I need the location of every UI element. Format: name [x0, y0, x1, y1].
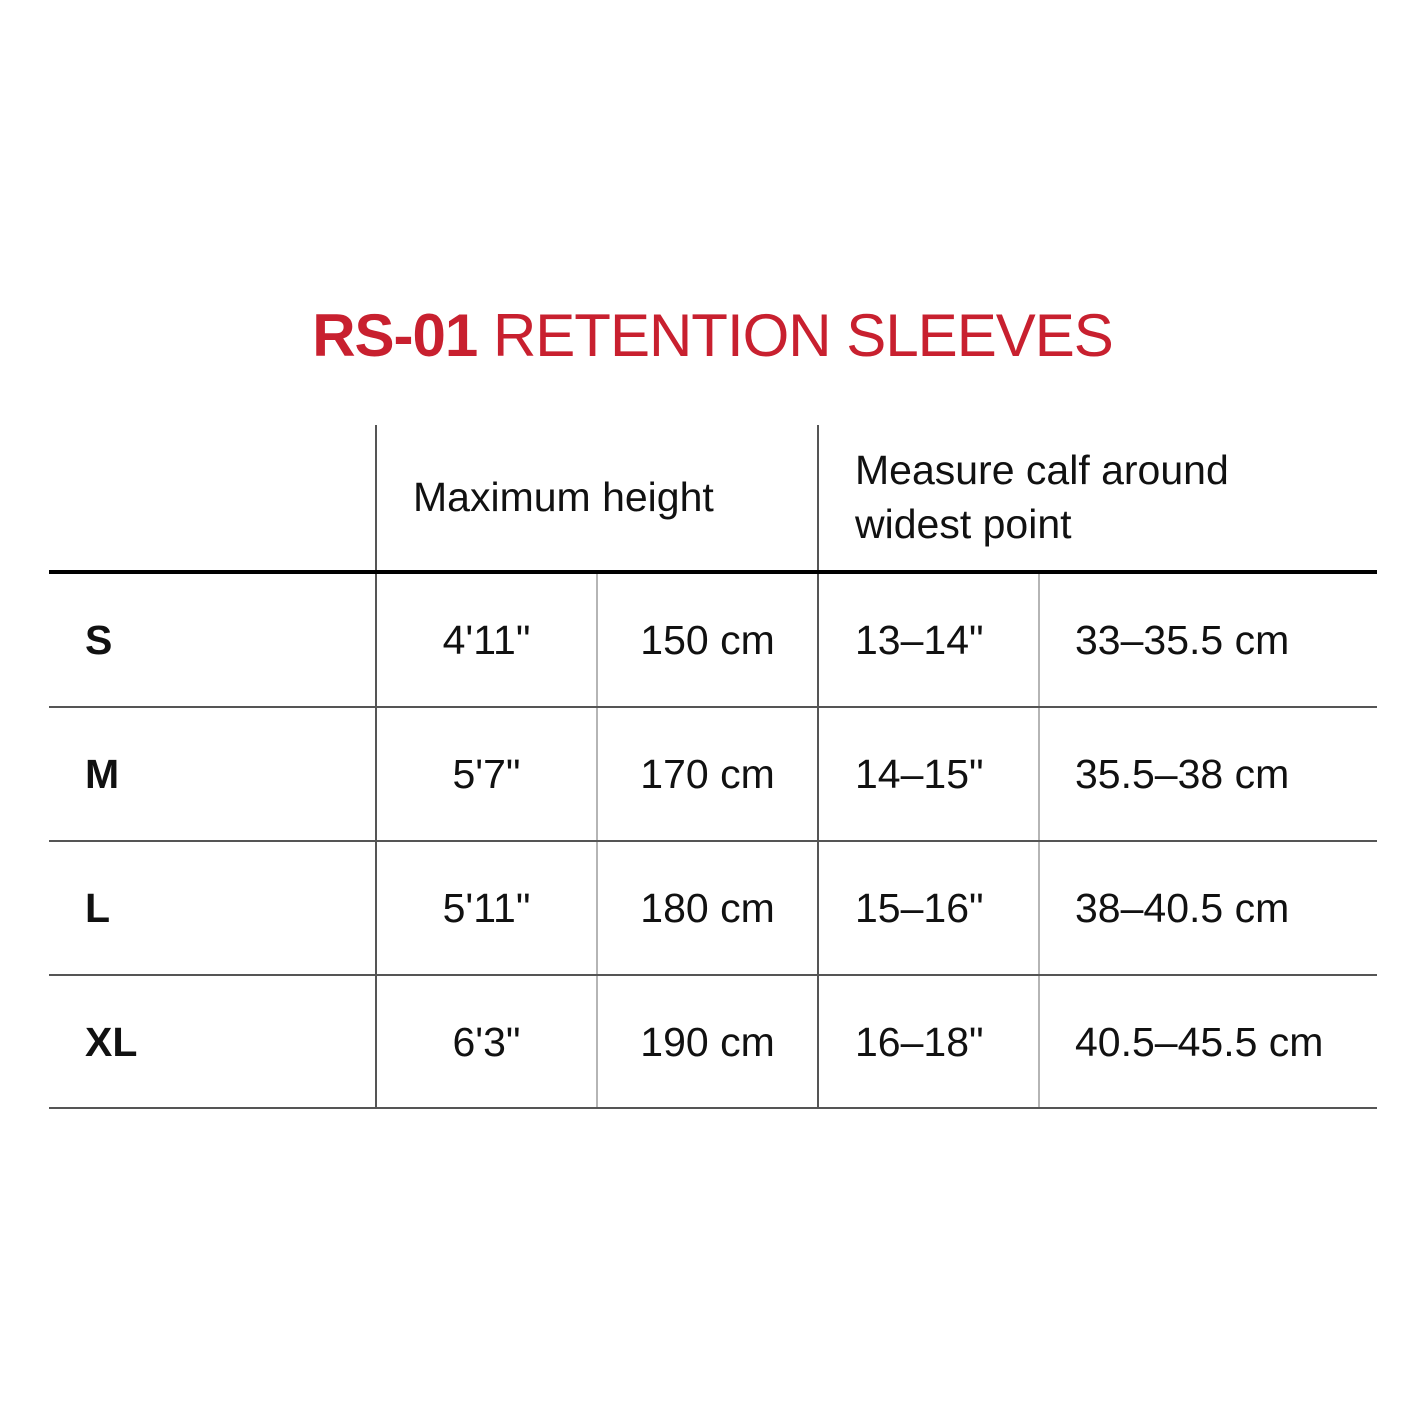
height-in: 5'11": [442, 885, 531, 931]
row-divider: [49, 840, 1377, 842]
header-calf-line2: widest point: [855, 501, 1072, 547]
product-name: RETENTION SLEEVES: [492, 302, 1114, 369]
height-in: 5'7": [452, 751, 521, 797]
calf-cm: 35.5–38 cm: [1075, 751, 1290, 797]
calf-in: 14–15": [855, 751, 984, 797]
calf-in: 16–18": [855, 1019, 984, 1065]
calf-in: 15–16": [855, 885, 984, 931]
height-in: 6'3": [452, 1019, 521, 1065]
calf-in: 13–14": [855, 617, 984, 663]
size-label: M: [85, 751, 120, 797]
calf-cm: 33–35.5 cm: [1075, 617, 1290, 663]
height-cm: 180 cm: [640, 885, 775, 931]
header-calf-line1: Measure calf around: [855, 447, 1229, 493]
calf-cm: 40.5–45.5 cm: [1075, 1019, 1324, 1065]
divider-size-height: [375, 425, 377, 1109]
size-label: XL: [85, 1019, 138, 1065]
size-label: S: [85, 617, 113, 663]
header-rule: [49, 570, 1377, 574]
table-bottom-rule: [49, 1107, 1377, 1109]
height-in: 4'11": [442, 617, 531, 663]
height-cm: 190 cm: [640, 1019, 775, 1065]
page-title: RS-01 RETENTION SLEEVES: [0, 300, 1425, 372]
height-cm: 150 cm: [640, 617, 775, 663]
calf-cm: 38–40.5 cm: [1075, 885, 1290, 931]
size-chart-table: Maximum height Measure calf around wides…: [49, 425, 1377, 1109]
row-divider: [49, 974, 1377, 976]
height-cm: 170 cm: [640, 751, 775, 797]
divider-height-calf: [817, 425, 819, 1109]
size-label: L: [85, 885, 111, 931]
header-maximum-height: Maximum height: [413, 474, 714, 520]
row-divider: [49, 706, 1377, 708]
product-code: RS-01: [312, 302, 478, 369]
